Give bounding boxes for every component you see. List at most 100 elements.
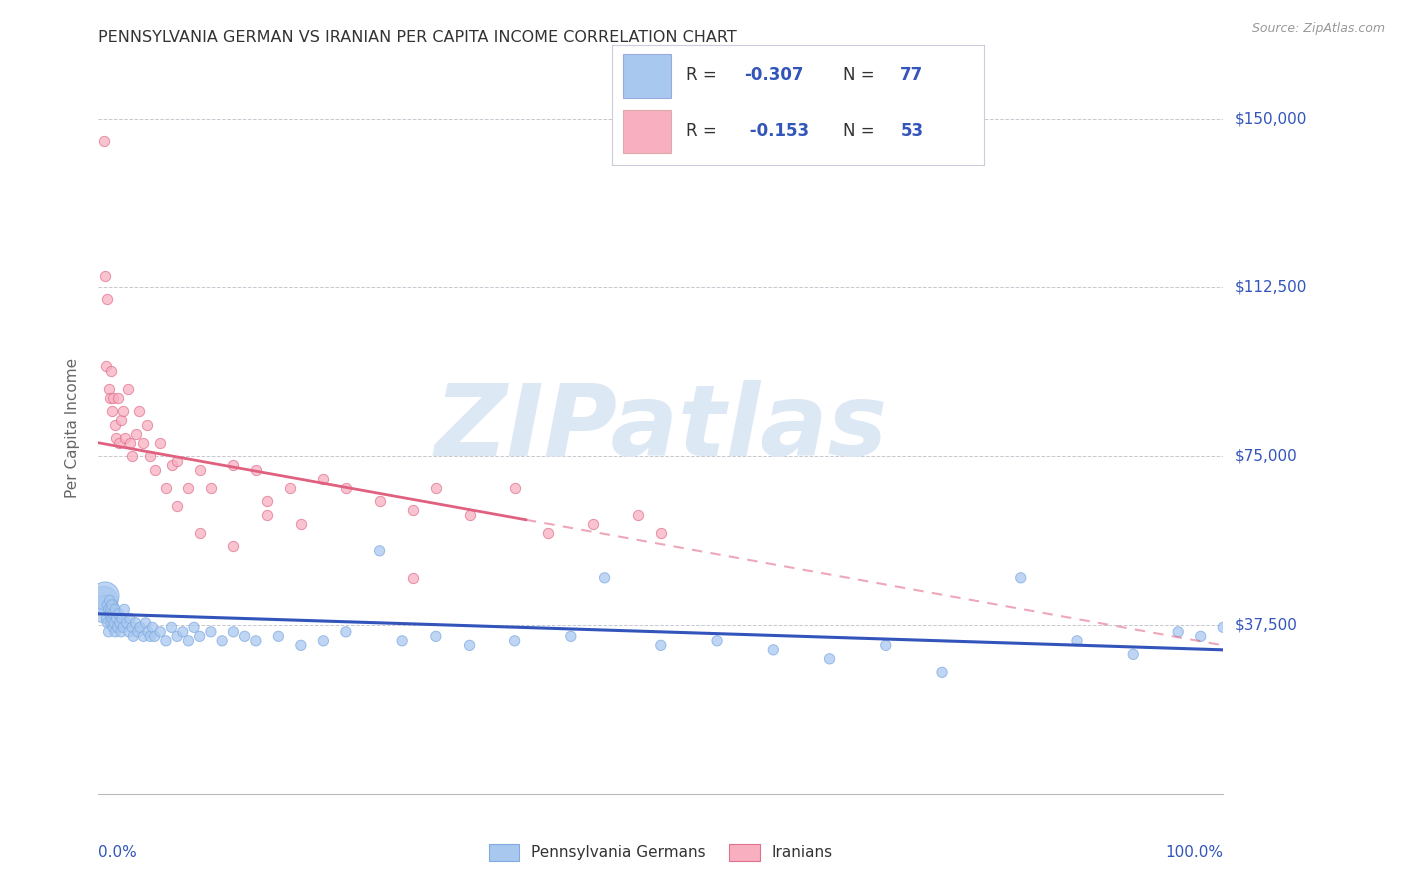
Text: 53: 53 xyxy=(900,122,924,140)
Point xyxy=(1167,624,1189,639)
Text: R =: R = xyxy=(686,122,723,140)
Point xyxy=(402,571,425,585)
Point xyxy=(188,463,211,477)
Text: N =: N = xyxy=(842,66,880,84)
Point xyxy=(1189,629,1212,643)
Point xyxy=(96,611,118,625)
Point xyxy=(97,382,120,396)
Point xyxy=(149,435,172,450)
Text: -0.153: -0.153 xyxy=(744,122,808,140)
Point xyxy=(537,525,560,540)
Text: $112,500: $112,500 xyxy=(1234,280,1306,295)
Point xyxy=(112,404,135,418)
Point xyxy=(110,413,132,427)
Point xyxy=(290,516,312,531)
Point xyxy=(101,620,124,634)
Point xyxy=(128,404,150,418)
Point xyxy=(124,426,146,441)
Point xyxy=(101,611,124,625)
Point xyxy=(335,481,357,495)
Point xyxy=(121,450,143,464)
Point xyxy=(222,624,245,639)
Point xyxy=(1122,648,1144,662)
Point xyxy=(101,404,124,418)
Text: 77: 77 xyxy=(900,66,924,84)
Point xyxy=(188,525,211,540)
Point xyxy=(143,463,166,477)
Point xyxy=(706,633,728,648)
Point xyxy=(132,435,155,450)
Point xyxy=(93,593,115,607)
Point xyxy=(117,382,139,396)
Point xyxy=(593,571,616,585)
Point xyxy=(104,624,127,639)
Point xyxy=(110,624,132,639)
Point xyxy=(143,629,166,643)
Point xyxy=(132,629,155,643)
Point xyxy=(222,458,245,473)
Point xyxy=(107,620,129,634)
Text: 0.0%: 0.0% xyxy=(98,845,138,860)
Text: ZIPatlas: ZIPatlas xyxy=(434,380,887,476)
Point xyxy=(155,633,177,648)
Point xyxy=(139,629,162,643)
Point xyxy=(94,269,117,284)
Point xyxy=(278,481,301,495)
Point xyxy=(183,620,205,634)
Point xyxy=(105,431,128,445)
Text: PENNSYLVANIA GERMAN VS IRANIAN PER CAPITA INCOME CORRELATION CHART: PENNSYLVANIA GERMAN VS IRANIAN PER CAPIT… xyxy=(98,29,737,45)
Point xyxy=(222,539,245,553)
Text: $37,500: $37,500 xyxy=(1234,617,1298,632)
Legend: Pennsylvania Germans, Iranians: Pennsylvania Germans, Iranians xyxy=(482,838,839,867)
Point xyxy=(127,624,149,639)
Text: $150,000: $150,000 xyxy=(1234,112,1306,126)
Point xyxy=(160,620,183,634)
Point xyxy=(101,391,124,405)
Point xyxy=(188,629,211,643)
Point xyxy=(211,633,233,648)
Point xyxy=(100,364,122,378)
Point xyxy=(129,620,152,634)
Point xyxy=(267,629,290,643)
Point xyxy=(425,629,447,643)
Point xyxy=(103,615,125,630)
Text: R =: R = xyxy=(686,66,723,84)
Point xyxy=(115,615,138,630)
FancyBboxPatch shape xyxy=(623,110,671,153)
Point xyxy=(96,359,118,374)
Text: Source: ZipAtlas.com: Source: ZipAtlas.com xyxy=(1251,22,1385,36)
Point xyxy=(425,481,447,495)
Point xyxy=(135,615,157,630)
Point xyxy=(101,598,124,612)
Point xyxy=(97,624,120,639)
Point xyxy=(458,638,481,652)
Point xyxy=(627,508,650,522)
Point xyxy=(312,472,335,486)
Point xyxy=(98,607,121,621)
Point xyxy=(94,589,117,603)
Point xyxy=(368,544,391,558)
Point xyxy=(290,638,312,652)
Point xyxy=(200,481,222,495)
Point xyxy=(245,463,267,477)
Point xyxy=(97,602,120,616)
Point xyxy=(391,633,413,648)
Text: 100.0%: 100.0% xyxy=(1166,845,1223,860)
Point xyxy=(114,431,136,445)
Point xyxy=(107,435,129,450)
Point xyxy=(118,435,141,450)
Point xyxy=(122,629,145,643)
Point xyxy=(139,450,162,464)
Point xyxy=(931,665,953,680)
Point xyxy=(121,620,143,634)
Point xyxy=(100,615,122,630)
Point xyxy=(93,134,115,148)
Point xyxy=(166,454,188,468)
Point xyxy=(503,633,526,648)
Point xyxy=(141,620,163,634)
Point xyxy=(245,633,267,648)
Point xyxy=(98,593,121,607)
Point xyxy=(111,611,134,625)
Point xyxy=(650,638,672,652)
Point xyxy=(177,481,200,495)
